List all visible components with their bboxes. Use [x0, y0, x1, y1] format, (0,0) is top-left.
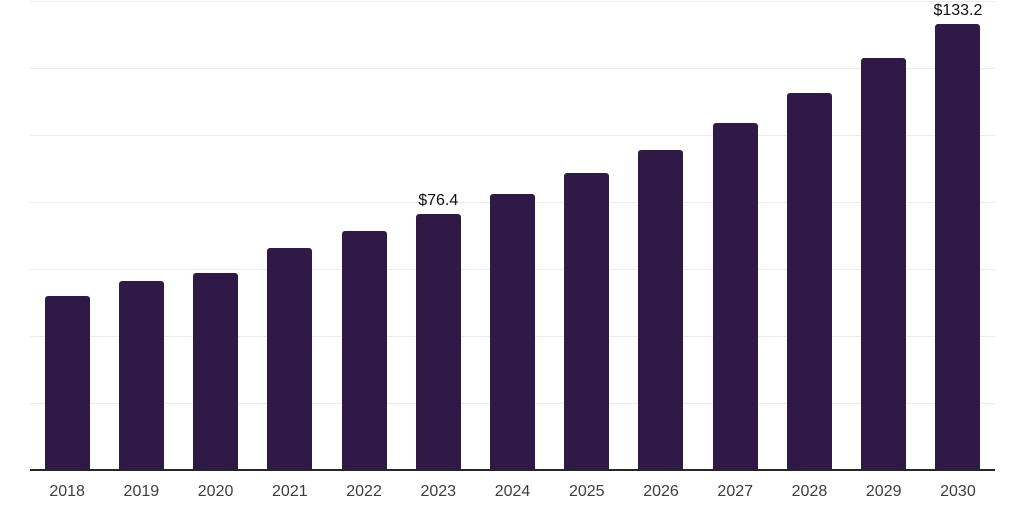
x-axis-labels: 2018 2019 2020 2021 2022 2023 2024 2025 2026 2027… [30, 483, 995, 501]
x-tick-label-2027: 2027 [717, 483, 754, 500]
x-tick-label-2030: 2030 [940, 483, 976, 500]
bar-2026[interactable] [638, 150, 684, 470]
bar-slot-2029 [847, 1, 921, 470]
bar-2020[interactable] [193, 272, 239, 470]
bar-2019[interactable] [118, 280, 164, 470]
bar-2022[interactable] [341, 231, 387, 470]
x-tick-label-2029: 2029 [865, 483, 902, 500]
bar-2025[interactable] [564, 172, 610, 470]
bar-slot-2028 [772, 1, 846, 470]
gridline-120 [30, 68, 995, 69]
bar-slot-2027 [698, 1, 772, 470]
x-tick-label-2018: 2018 [49, 483, 85, 500]
x-tick-label-2024: 2024 [494, 483, 531, 500]
plot-area: $76.4 $133.2 [30, 1, 995, 471]
x-tick-label-2022: 2022 [346, 483, 382, 500]
x-tick-label-2021: 2021 [272, 483, 308, 500]
x-tick-label-2028: 2028 [791, 483, 828, 500]
bar-slot-2020 [178, 1, 252, 470]
x-axis-line [30, 469, 995, 471]
x-tick-label-2026: 2026 [643, 483, 679, 500]
bar-slot-2023: $76.4 [401, 1, 475, 470]
bar-slot-2018 [30, 1, 104, 470]
bar-slot-2030: $133.2 [921, 1, 995, 470]
bars-container: $76.4 $133.2 [30, 1, 995, 470]
gridline-140 [30, 1, 995, 2]
bar-2018[interactable] [44, 296, 90, 470]
bar-slot-2024 [475, 1, 549, 470]
x-tick-label-2019: 2019 [123, 483, 160, 500]
bar-2024[interactable] [490, 194, 536, 470]
bar-2027[interactable] [712, 123, 758, 470]
bar-slot-2026 [624, 1, 698, 470]
bar-slot-2025 [550, 1, 624, 470]
bar-2023[interactable] [415, 214, 461, 470]
bar-slot-2021 [253, 1, 327, 470]
gridline-100 [30, 135, 995, 136]
bar-value-label-2030: $133.2 [933, 1, 983, 19]
bar-2028[interactable] [786, 92, 832, 470]
bar-2029[interactable] [861, 58, 907, 470]
bar-2021[interactable] [267, 247, 313, 470]
bar-slot-2019 [104, 1, 178, 470]
bar-slot-2022 [327, 1, 401, 470]
bar-2030[interactable] [935, 23, 981, 470]
x-tick-label-2025: 2025 [568, 483, 605, 500]
x-tick-label-2023: 2023 [420, 483, 457, 500]
bar-value-label-2023: $76.4 [418, 192, 459, 210]
x-tick-label-2020: 2020 [197, 483, 234, 500]
